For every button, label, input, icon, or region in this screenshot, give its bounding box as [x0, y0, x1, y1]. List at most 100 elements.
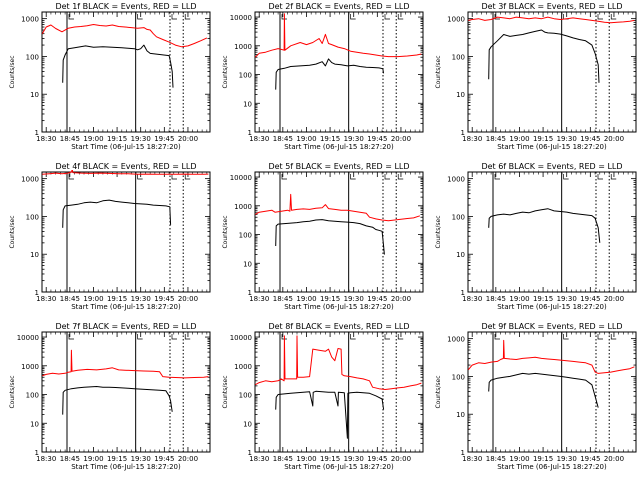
- y-tick-label: 10000: [230, 174, 252, 182]
- plot-frame: [41, 331, 211, 453]
- y-axis-label: Counts/sec: [9, 215, 16, 248]
- plot-title: Det 9f BLACK = Events, RED = LLD: [481, 322, 622, 331]
- plot-frame: [254, 11, 424, 133]
- plot-frame: [254, 171, 424, 293]
- interval-marker: [597, 174, 603, 180]
- series-line-lld: [42, 170, 209, 175]
- series-line-lld: [468, 339, 635, 374]
- x-tick-label: 19:00: [509, 135, 529, 143]
- x-tick-label: 19:15: [107, 295, 127, 303]
- y-tick-label: 1: [35, 129, 39, 137]
- x-tick-label: 19:00: [296, 135, 316, 143]
- x-tick-label: 19:45: [580, 135, 600, 143]
- y-tick-label: 10: [30, 251, 39, 259]
- y-tick-label: 100: [26, 53, 39, 61]
- y-tick-label: 1: [35, 289, 39, 297]
- y-tick-label: 10: [456, 91, 465, 99]
- x-tick-label: 19:15: [320, 455, 340, 463]
- x-tick-label: 19:15: [320, 295, 340, 303]
- y-tick-label: 100: [26, 213, 39, 221]
- y-tick-label: 100: [26, 392, 39, 400]
- x-tick-label: 18:45: [60, 455, 80, 463]
- x-tick-label: 18:30: [249, 295, 269, 303]
- plot-title: Det 3f BLACK = Events, RED = LLD: [481, 2, 622, 11]
- y-tick-label: 10: [456, 411, 465, 419]
- x-tick-label: 18:30: [462, 295, 482, 303]
- plot-data: [255, 193, 421, 255]
- detector-plot-6: Det 6f BLACK = Events, RED = LLD Counts/s…: [435, 162, 637, 311]
- series-line-lld: [42, 24, 208, 48]
- y-tick-label: 1000: [447, 336, 465, 344]
- interval-marker: [494, 14, 500, 20]
- y-axis-label: Counts/sec: [9, 375, 16, 408]
- x-tick-label: 19:45: [367, 455, 387, 463]
- y-tick-label: 1000: [234, 43, 252, 51]
- y-tick-label: 10: [243, 260, 252, 268]
- x-tick-label: 19:15: [320, 135, 340, 143]
- detector-plot-7: Det 7f BLACK = Events, RED = LLD Counts/s…: [9, 322, 211, 471]
- y-tick-label: 10: [30, 91, 39, 99]
- y-axis-label: Counts/sec: [435, 375, 442, 408]
- series-line-lld: [255, 335, 422, 390]
- x-tick-label: 19:30: [557, 295, 577, 303]
- interval-marker: [597, 14, 603, 20]
- interval-marker: [171, 14, 177, 20]
- interval-marker: [610, 14, 617, 20]
- x-tick-label: 18:30: [36, 295, 56, 303]
- interval-marker: [281, 334, 287, 340]
- plot-title: Det 8f BLACK = Events, RED = LLD: [268, 322, 409, 331]
- y-tick-label: 1000: [21, 176, 39, 184]
- plot-frame: [41, 11, 211, 133]
- plot-frame: [41, 171, 211, 293]
- interval-marker: [610, 174, 617, 180]
- x-axis-label: Start Time (06-Jul-15 18:27:20): [71, 303, 181, 311]
- interval-marker: [384, 334, 390, 340]
- y-tick-label: 1: [461, 449, 465, 457]
- plot-title: Det 7f BLACK = Events, RED = LLD: [55, 322, 196, 331]
- y-axis-label: Counts/sec: [435, 215, 442, 248]
- x-tick-label: 19:45: [154, 135, 174, 143]
- y-tick-label: 1000: [447, 176, 465, 184]
- x-tick-label: 19:00: [509, 455, 529, 463]
- x-tick-label: 19:45: [154, 455, 174, 463]
- x-tick-label: 20:00: [604, 135, 624, 143]
- x-tick-label: 18:45: [273, 295, 293, 303]
- interval-marker: [563, 334, 569, 340]
- x-tick-label: 20:00: [391, 455, 411, 463]
- interval-marker: [68, 334, 74, 340]
- x-tick-label: 20:00: [391, 295, 411, 303]
- x-tick-label: 19:00: [509, 295, 529, 303]
- x-axis-label: Start Time (06-Jul-15 18:27:20): [284, 143, 394, 151]
- y-axis-label: Counts/sec: [222, 55, 229, 88]
- y-tick-label: 10: [30, 420, 39, 428]
- series-line-events: [275, 219, 385, 255]
- y-tick-label: 100: [239, 232, 252, 240]
- interval-marker: [184, 14, 191, 20]
- x-tick-label: 20:00: [178, 455, 198, 463]
- plot-title: Det 5f BLACK = Events, RED = LLD: [268, 162, 409, 171]
- series-line-events: [62, 199, 172, 228]
- detector-plot-3: Det 3f BLACK = Events, RED = LLD Counts/s…: [435, 2, 637, 151]
- x-tick-label: 20:00: [178, 135, 198, 143]
- y-tick-label: 10000: [230, 334, 252, 342]
- x-tick-label: 19:00: [83, 135, 103, 143]
- interval-marker: [384, 14, 390, 20]
- y-tick-label: 1: [248, 289, 252, 297]
- x-tick-label: 19:00: [83, 455, 103, 463]
- x-tick-label: 18:30: [462, 455, 482, 463]
- interval-marker: [350, 334, 356, 340]
- y-tick-label: 1: [248, 129, 252, 137]
- y-tick-label: 10: [243, 100, 252, 108]
- y-tick-label: 100: [239, 72, 252, 80]
- series-line-events: [275, 390, 385, 439]
- x-tick-label: 19:30: [131, 135, 151, 143]
- x-tick-label: 19:15: [107, 455, 127, 463]
- x-tick-label: 19:45: [580, 455, 600, 463]
- series-line-lld: [255, 13, 422, 58]
- series-line-events: [62, 386, 173, 415]
- x-tick-label: 18:30: [36, 455, 56, 463]
- x-tick-label: 19:15: [533, 135, 553, 143]
- x-tick-label: 19:45: [367, 135, 387, 143]
- x-tick-label: 20:00: [391, 135, 411, 143]
